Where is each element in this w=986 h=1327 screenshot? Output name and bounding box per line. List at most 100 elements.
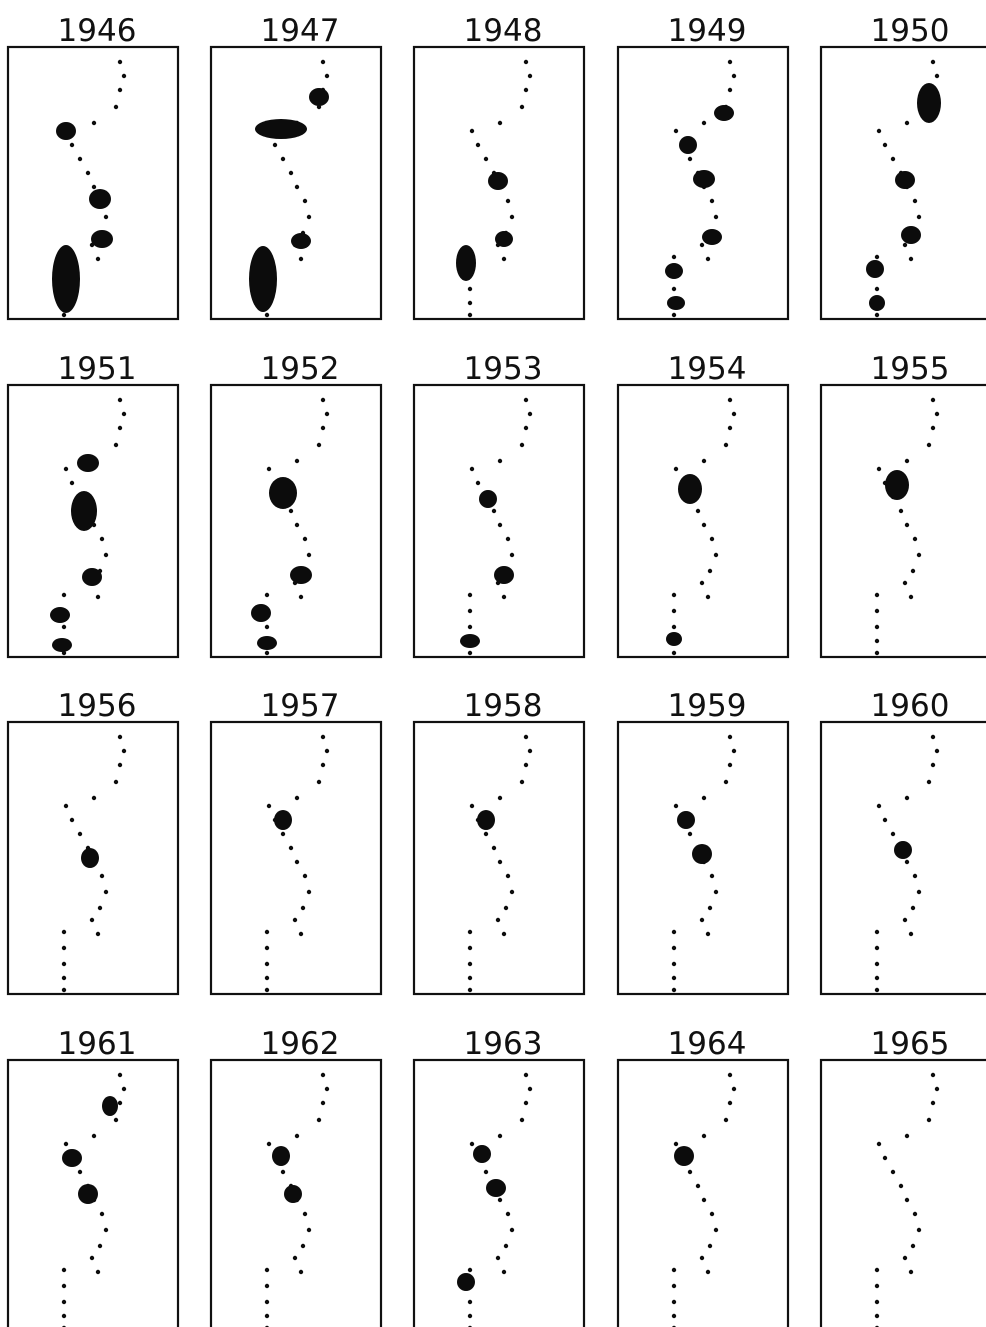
station-dot bbox=[528, 412, 532, 416]
station-dot bbox=[520, 443, 524, 447]
blob bbox=[667, 296, 685, 310]
station-dot bbox=[118, 60, 122, 64]
station-dot bbox=[321, 60, 325, 64]
station-dot bbox=[714, 553, 718, 557]
station-dot bbox=[476, 143, 480, 147]
station-dot bbox=[118, 763, 122, 767]
station-dot bbox=[672, 593, 676, 597]
station-dot bbox=[524, 426, 528, 430]
blob bbox=[866, 260, 884, 278]
station-dot bbox=[883, 1156, 887, 1160]
station-dot bbox=[510, 215, 514, 219]
station-dot bbox=[502, 1270, 506, 1274]
panel-year-label: 1961 bbox=[58, 1026, 137, 1062]
station-dot bbox=[875, 1284, 879, 1288]
station-dot bbox=[913, 874, 917, 878]
station-dot bbox=[62, 962, 66, 966]
station-dot bbox=[903, 918, 907, 922]
station-dot bbox=[875, 287, 879, 291]
station-dot bbox=[520, 780, 524, 784]
panel-frame bbox=[821, 385, 986, 657]
station-dot bbox=[702, 523, 706, 527]
station-dot bbox=[917, 215, 921, 219]
station-dot bbox=[114, 1118, 118, 1122]
station-dot bbox=[931, 735, 935, 739]
station-dot bbox=[524, 398, 528, 402]
station-dot bbox=[528, 1087, 532, 1091]
station-dot bbox=[875, 930, 879, 934]
blob bbox=[78, 1184, 98, 1204]
station-dot bbox=[710, 1212, 714, 1216]
station-dot bbox=[293, 1256, 297, 1260]
station-dot bbox=[732, 74, 736, 78]
station-dot bbox=[524, 60, 528, 64]
station-dot bbox=[295, 459, 299, 463]
station-dot bbox=[696, 509, 700, 513]
station-dot bbox=[883, 143, 887, 147]
station-dot bbox=[484, 832, 488, 836]
panel-year-label: 1959 bbox=[668, 688, 747, 724]
blob bbox=[52, 245, 80, 313]
station-dot bbox=[62, 1314, 66, 1318]
station-dot bbox=[303, 874, 307, 878]
panel-year-label: 1956 bbox=[58, 688, 137, 724]
station-dot bbox=[265, 1268, 269, 1272]
station-dot bbox=[303, 537, 307, 541]
panel-year-label: 1963 bbox=[464, 1026, 543, 1062]
station-dot bbox=[672, 976, 676, 980]
station-dot bbox=[265, 593, 269, 597]
station-dot bbox=[708, 569, 712, 573]
panel-frame bbox=[8, 47, 178, 319]
station-dot bbox=[104, 890, 108, 894]
station-dot bbox=[710, 874, 714, 878]
blob bbox=[456, 245, 476, 281]
station-dot bbox=[506, 199, 510, 203]
station-dot bbox=[927, 1118, 931, 1122]
station-dot bbox=[688, 832, 692, 836]
station-dot bbox=[931, 1073, 935, 1077]
station-dot bbox=[281, 157, 285, 161]
station-dot bbox=[875, 988, 879, 992]
station-dot bbox=[911, 1244, 915, 1248]
station-dot bbox=[267, 804, 271, 808]
blob bbox=[269, 477, 297, 509]
station-dot bbox=[62, 946, 66, 950]
station-dot bbox=[672, 625, 676, 629]
blob bbox=[894, 841, 912, 859]
station-dot bbox=[98, 1244, 102, 1248]
station-dot bbox=[909, 1270, 913, 1274]
station-dot bbox=[265, 988, 269, 992]
station-dot bbox=[672, 609, 676, 613]
station-dot bbox=[100, 874, 104, 878]
station-dot bbox=[317, 780, 321, 784]
station-dot bbox=[504, 906, 508, 910]
station-dot bbox=[498, 121, 502, 125]
station-dot bbox=[524, 1073, 528, 1077]
station-dot bbox=[289, 846, 293, 850]
station-dot bbox=[62, 1284, 66, 1288]
station-dot bbox=[935, 1087, 939, 1091]
station-dot bbox=[114, 443, 118, 447]
station-dot bbox=[92, 185, 96, 189]
station-dot bbox=[909, 932, 913, 936]
station-dot bbox=[307, 215, 311, 219]
blob bbox=[77, 454, 99, 472]
station-dot bbox=[70, 481, 74, 485]
station-dot bbox=[674, 467, 678, 471]
station-dot bbox=[714, 890, 718, 894]
panel-year-label: 1965 bbox=[871, 1026, 950, 1062]
blob bbox=[102, 1096, 118, 1116]
station-dot bbox=[64, 804, 68, 808]
station-dot bbox=[64, 467, 68, 471]
station-dot bbox=[492, 509, 496, 513]
panel-year-label: 1964 bbox=[668, 1026, 747, 1062]
station-dot bbox=[913, 199, 917, 203]
station-dot bbox=[875, 1314, 879, 1318]
blob bbox=[272, 1146, 290, 1166]
station-dot bbox=[931, 1101, 935, 1105]
station-dot bbox=[702, 796, 706, 800]
station-dot bbox=[702, 121, 706, 125]
station-dot bbox=[92, 121, 96, 125]
station-dot bbox=[289, 171, 293, 175]
station-dot bbox=[78, 157, 82, 161]
